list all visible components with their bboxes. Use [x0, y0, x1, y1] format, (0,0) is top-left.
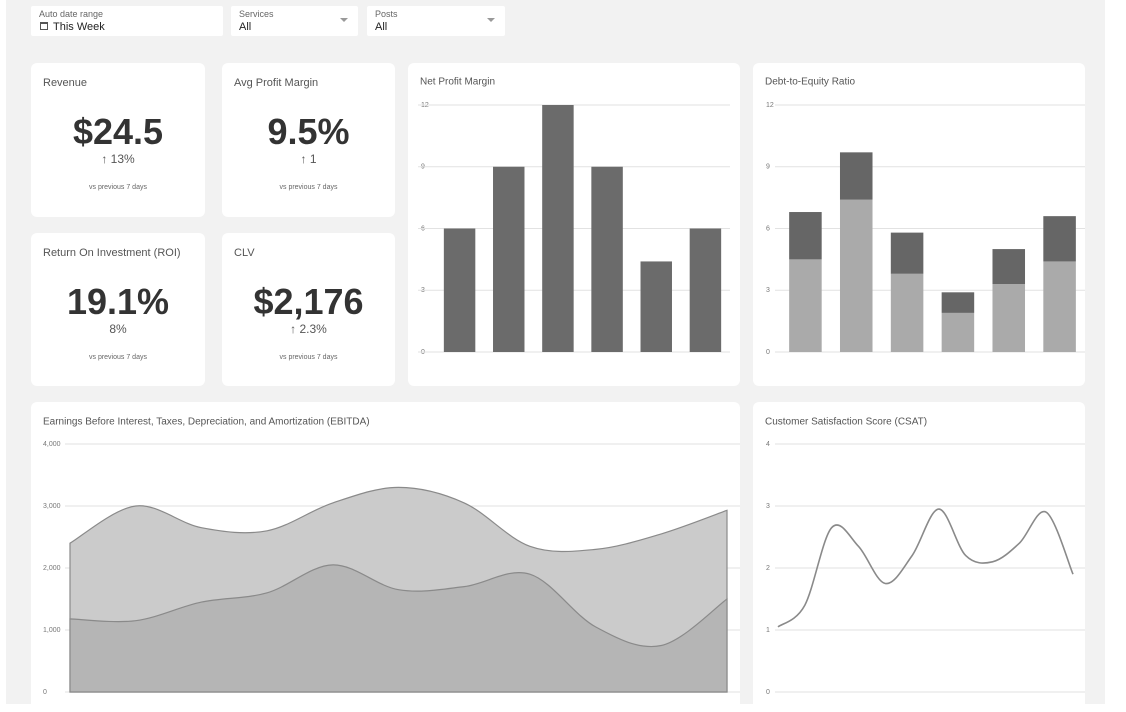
chart-title: Customer Satisfaction Score (CSAT)	[765, 417, 927, 428]
kpi-title: Avg Profit Margin	[234, 77, 319, 89]
line	[777, 508, 1074, 628]
y-tick-label: 0	[766, 689, 770, 696]
kpi-value: $24.5	[72, 111, 164, 152]
bar-segment	[890, 273, 924, 352]
kpi-change: 8%	[109, 322, 127, 336]
dropdown-arrow	[487, 18, 495, 22]
bar	[542, 105, 574, 352]
chart-title: Net Profit Margin	[420, 77, 495, 88]
kpi-change: ↑ 13%	[101, 152, 135, 166]
filter-label: Auto date range	[39, 9, 104, 19]
kpi-value: 19.1%	[66, 281, 170, 322]
y-tick-label: 0	[43, 689, 47, 696]
y-tick-label: 3	[766, 287, 770, 294]
kpi-note: vs previous 7 days	[89, 184, 147, 191]
kpi-value: 9.5%	[267, 111, 350, 152]
kpi-title: CLV	[234, 247, 255, 259]
bar	[640, 261, 672, 352]
y-tick-label: 3,000	[43, 503, 61, 510]
posts-filter[interactable]: Posts All	[367, 6, 505, 36]
bar-segment	[1043, 261, 1076, 352]
filter-label: Services	[239, 9, 274, 19]
kpi-title: Return On Investment (ROI)	[43, 247, 181, 259]
kpi-card: Revenue $24.5 ↑ 13% vs previous 7 days	[31, 63, 205, 217]
services-filter[interactable]: Services All	[231, 6, 358, 36]
bar	[493, 166, 525, 352]
kpi-title: Revenue	[43, 77, 88, 89]
kpi-note: vs previous 7 days	[89, 354, 147, 361]
filter-value: All	[239, 21, 252, 33]
filter-value: This Week	[53, 21, 105, 33]
y-tick-label: 2,000	[43, 565, 61, 572]
y-tick-label: 1,000	[43, 627, 61, 634]
dropdown-arrow	[340, 18, 348, 22]
bar-segment	[941, 312, 975, 352]
bar	[689, 228, 722, 352]
kpi-card: CLV $2,176 ↑ 2.3% vs previous 7 days	[222, 233, 395, 386]
date-filter[interactable]: Auto date range This Week	[31, 6, 223, 36]
bar-segment	[992, 284, 1026, 352]
bar-segment	[789, 212, 822, 260]
y-tick-label: 2	[766, 565, 770, 572]
area	[69, 564, 728, 693]
bar-segment	[839, 199, 873, 352]
bar-segment	[890, 232, 924, 274]
kpi-card: Avg Profit Margin 9.5% ↑ 1 vs previous 7…	[222, 63, 395, 217]
kpi-card: Return On Investment (ROI) 19.1% 8% vs p…	[31, 233, 205, 386]
kpi-note: vs previous 7 days	[279, 354, 338, 361]
bar-segment	[1043, 216, 1076, 262]
y-tick-label: 4	[766, 441, 770, 448]
bar	[443, 228, 476, 352]
filter-value: All	[375, 21, 388, 33]
calendar-icon	[40, 22, 48, 30]
filter-label: Posts	[375, 9, 398, 19]
chart-title: Debt-to-Equity Ratio	[765, 77, 855, 88]
bar-segment	[789, 259, 822, 352]
bar-segment	[941, 292, 975, 313]
chart-card	[753, 402, 1085, 712]
y-tick-label: 6	[766, 225, 770, 232]
y-tick-label: 9	[766, 164, 770, 171]
bar-segment	[992, 249, 1026, 285]
kpi-value: $2,176	[253, 281, 364, 322]
y-tick-label: 0	[766, 349, 770, 356]
kpi-note: vs previous 7 days	[279, 184, 338, 191]
kpi-change: ↑ 2.3%	[290, 322, 327, 336]
bar-segment	[839, 152, 873, 200]
y-tick-label: 3	[766, 503, 770, 510]
y-tick-label: 4,000	[43, 441, 61, 448]
kpi-change: ↑ 1	[300, 152, 317, 166]
chart-title: Earnings Before Interest, Taxes, Depreci…	[43, 417, 370, 428]
y-tick-label: 1	[766, 627, 770, 634]
y-tick-label: 12	[766, 102, 774, 109]
bar	[591, 166, 623, 352]
